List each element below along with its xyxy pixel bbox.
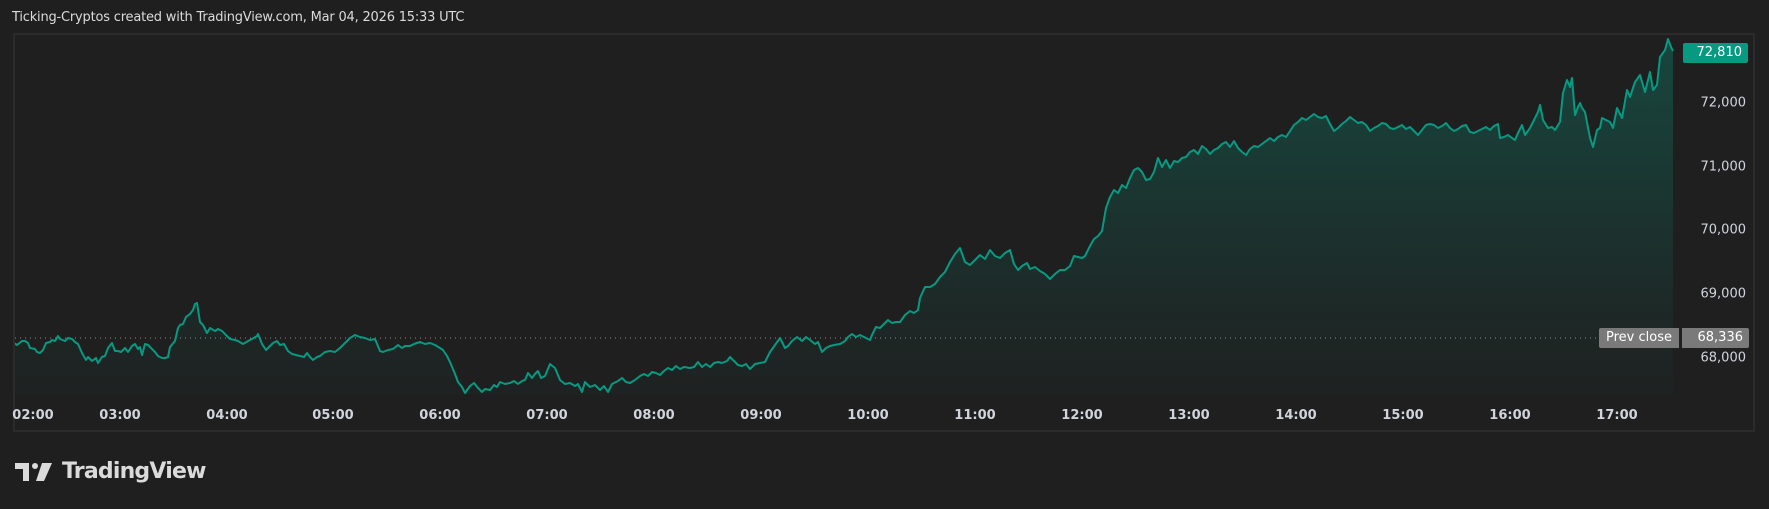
prev-close-label: Prev close (1599, 328, 1679, 348)
x-tick-label: 04:00 (206, 408, 248, 423)
x-tick-label: 09:00 (740, 408, 782, 423)
chart-attribution: Ticking-Cryptos created with TradingView… (12, 10, 465, 25)
tradingview-logo[interactable]: TradingView (15, 459, 206, 484)
chart-frame (13, 33, 1755, 432)
y-tick-label: 69,000 (1700, 286, 1747, 302)
price-line (15, 38, 1674, 394)
x-tick-label: 06:00 (419, 408, 461, 423)
x-tick-label: 17:00 (1596, 408, 1638, 423)
x-tick-label: 14:00 (1275, 408, 1317, 423)
last-price-badge: 72,810 (1683, 43, 1748, 63)
x-tick-label: 13:00 (1168, 408, 1210, 423)
prev-close-value: 68,336 (1682, 328, 1749, 348)
tradingview-logo-icon (15, 462, 52, 481)
x-tick-label: 05:00 (312, 408, 354, 423)
x-tick-label: 16:00 (1489, 408, 1531, 423)
x-tick-label: 02:00 (12, 408, 54, 423)
x-tick-label: 10:00 (847, 408, 889, 423)
y-tick-label: 72,000 (1700, 95, 1747, 111)
tradingview-logo-text: TradingView (62, 459, 206, 484)
x-tick-label: 03:00 (99, 408, 141, 423)
x-tick-label: 15:00 (1382, 408, 1424, 423)
x-tick-label: 12:00 (1061, 408, 1103, 423)
x-tick-label: 11:00 (954, 408, 996, 423)
x-tick-label: 08:00 (633, 408, 675, 423)
y-tick-label: 71,000 (1700, 159, 1747, 175)
x-tick-label: 07:00 (526, 408, 568, 423)
price-area-fill (15, 39, 1673, 395)
y-tick-label: 68,000 (1700, 350, 1747, 366)
y-tick-label: 70,000 (1700, 222, 1747, 238)
